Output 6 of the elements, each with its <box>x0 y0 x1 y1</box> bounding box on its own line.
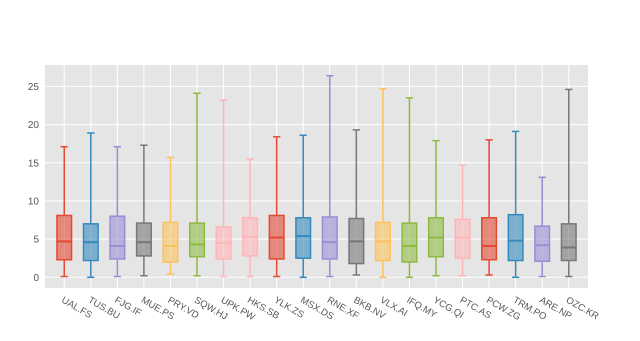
y-tick-label: 20 <box>28 120 40 132</box>
y-tick-label: 10 <box>28 196 40 208</box>
y-tick-label: 5 <box>33 234 40 246</box>
y-tick-label: 0 <box>33 272 40 284</box>
y-tick-label: 25 <box>28 82 40 93</box>
y-tick-label: 15 <box>28 158 40 170</box>
